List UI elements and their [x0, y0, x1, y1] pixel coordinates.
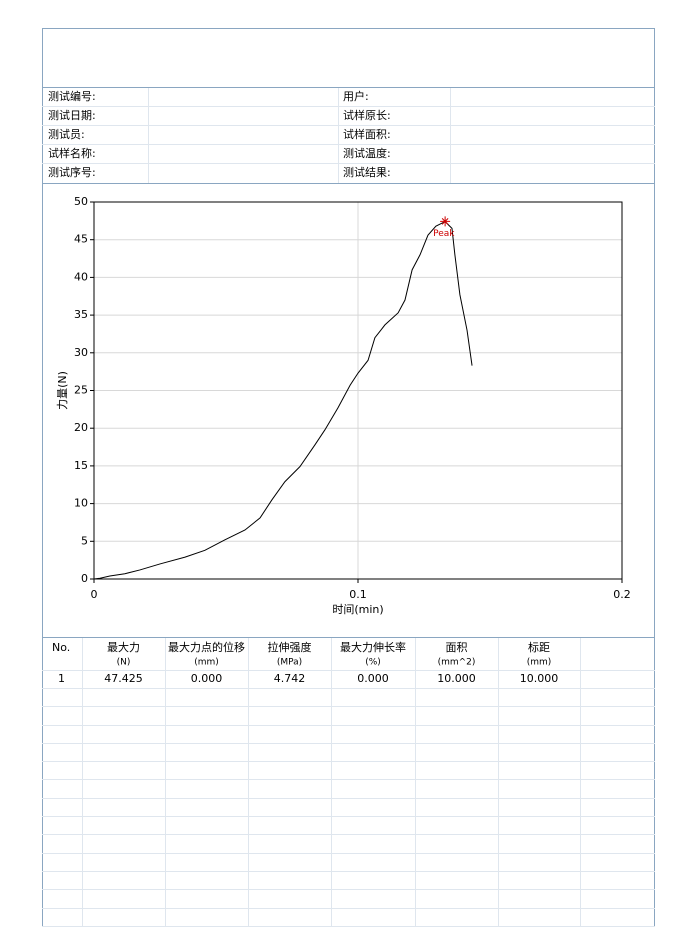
- cell: 0.000: [357, 672, 389, 685]
- column-unit: (mm): [527, 658, 552, 668]
- column-unit: (MPa): [277, 658, 302, 668]
- cell: 1: [58, 672, 65, 685]
- info-label: 测试员:: [48, 128, 85, 141]
- y-tick-label: 20: [74, 421, 88, 434]
- info-label: 测试编号:: [48, 89, 96, 103]
- info-label: 用户:: [343, 89, 369, 103]
- info-label: 试样面积:: [343, 127, 391, 141]
- column-unit: (mm^2): [438, 658, 476, 668]
- y-tick-label: 40: [74, 270, 88, 283]
- y-tick-label: 30: [74, 346, 88, 359]
- peak-marker: [440, 216, 451, 227]
- column-header: 最大力伸长率: [340, 640, 406, 654]
- cell: 0.000: [191, 672, 223, 685]
- data-line: [93, 220, 473, 580]
- x-tick-label: 0: [91, 588, 98, 601]
- y-tick-label: 50: [74, 195, 88, 208]
- plot-frame: [93, 201, 623, 580]
- column-header: 最大力: [107, 640, 140, 654]
- y-tick-label: 35: [74, 308, 88, 321]
- info-label: 试样原长:: [343, 108, 391, 122]
- peak-label: Peak: [433, 229, 455, 239]
- y-tick-label: 15: [74, 459, 88, 472]
- y-tick-label: 25: [74, 384, 88, 397]
- x-axis-label: 时间(min): [332, 603, 383, 616]
- y-tick-label: 0: [81, 572, 88, 585]
- column-unit: (%): [365, 658, 381, 668]
- info-label: 测试结果:: [343, 166, 391, 179]
- y-axis-label: 力量(N): [56, 371, 69, 410]
- column-unit: (mm): [194, 658, 219, 668]
- info-label: 测试日期:: [48, 109, 96, 122]
- x-tick-label: 0.1: [349, 588, 367, 601]
- column-header: No.: [52, 641, 70, 654]
- y-tick-label: 5: [81, 534, 88, 547]
- column-header: 标距: [528, 640, 550, 654]
- cell: 10.000: [520, 672, 559, 685]
- y-tick-label: 45: [74, 233, 88, 246]
- info-label: 测试温度:: [343, 146, 391, 160]
- column-header: 面积: [446, 641, 468, 654]
- info-label: 测试序号:: [48, 165, 96, 179]
- column-header: 最大力点的位移: [168, 640, 245, 654]
- column-header: 拉伸强度: [268, 640, 312, 654]
- info-label: 试样名称:: [48, 146, 96, 160]
- x-tick-label: 0.2: [613, 588, 631, 601]
- column-unit: (N): [117, 658, 131, 668]
- y-tick-label: 10: [74, 497, 88, 510]
- cell: 4.742: [274, 672, 306, 685]
- cell: 47.425: [104, 672, 143, 685]
- cell: 10.000: [437, 672, 476, 685]
